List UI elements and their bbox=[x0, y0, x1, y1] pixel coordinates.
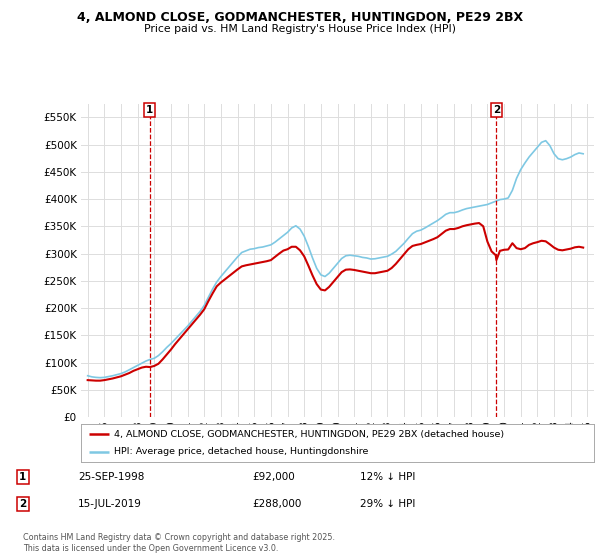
Text: £288,000: £288,000 bbox=[252, 499, 301, 509]
Text: 29% ↓ HPI: 29% ↓ HPI bbox=[360, 499, 415, 509]
Text: HPI: Average price, detached house, Huntingdonshire: HPI: Average price, detached house, Hunt… bbox=[115, 447, 369, 456]
Text: 2: 2 bbox=[493, 105, 500, 115]
Text: 2: 2 bbox=[19, 499, 26, 509]
Text: 1: 1 bbox=[146, 105, 154, 115]
Text: 1: 1 bbox=[19, 472, 26, 482]
Text: Contains HM Land Registry data © Crown copyright and database right 2025.
This d: Contains HM Land Registry data © Crown c… bbox=[23, 533, 335, 553]
Text: £92,000: £92,000 bbox=[252, 472, 295, 482]
Text: 4, ALMOND CLOSE, GODMANCHESTER, HUNTINGDON, PE29 2BX: 4, ALMOND CLOSE, GODMANCHESTER, HUNTINGD… bbox=[77, 11, 523, 24]
Text: 4, ALMOND CLOSE, GODMANCHESTER, HUNTINGDON, PE29 2BX (detached house): 4, ALMOND CLOSE, GODMANCHESTER, HUNTINGD… bbox=[115, 430, 505, 438]
Text: 12% ↓ HPI: 12% ↓ HPI bbox=[360, 472, 415, 482]
Text: 25-SEP-1998: 25-SEP-1998 bbox=[78, 472, 145, 482]
Text: Price paid vs. HM Land Registry's House Price Index (HPI): Price paid vs. HM Land Registry's House … bbox=[144, 24, 456, 34]
Text: 15-JUL-2019: 15-JUL-2019 bbox=[78, 499, 142, 509]
